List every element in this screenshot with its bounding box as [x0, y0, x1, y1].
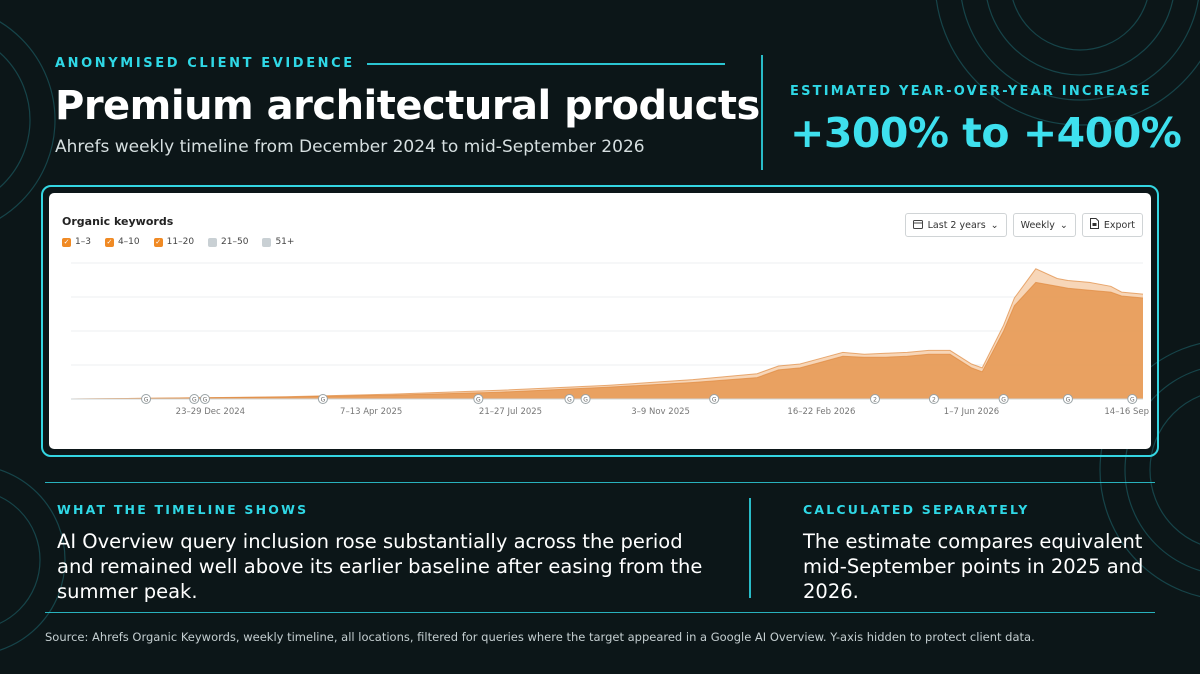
page-title: Premium architectural products [55, 83, 760, 129]
annotation-marker-label: G [583, 397, 588, 404]
legend-label: 21–50 [221, 237, 249, 247]
header-block: ANONYMISED CLIENT EVIDENCE Premium archi… [55, 56, 760, 157]
section-divider-top [45, 482, 1155, 483]
timeline-block: WHAT THE TIMELINE SHOWS AI Overview quer… [57, 502, 717, 604]
annotation-marker-label: G [144, 397, 149, 404]
series-line [70, 268, 1144, 400]
annotation-marker-label: G [712, 397, 717, 404]
header-divider [761, 55, 763, 170]
export-label: Export [1103, 219, 1135, 231]
x-tick-label: 16–22 Feb 2026 [787, 407, 855, 417]
checkbox-unchecked-icon [208, 237, 218, 247]
date-range-label: Last 2 years [927, 219, 986, 231]
legend-label: 1–3 [75, 237, 91, 247]
chart-card: G G G G G G G G 2 2 G G G 23–29 Dec 2024 7–13 Apr 2025… [49, 193, 1151, 449]
source-note: Source: Ahrefs Organic Keywords, weekly … [45, 630, 1035, 644]
annotation-marker [998, 394, 1009, 404]
annotation-marker [189, 394, 200, 404]
legend-item[interactable]: ✓ 11–20 [153, 237, 195, 247]
legend-item[interactable]: 51+ [262, 237, 294, 247]
chart-controls: Last 2 years ⌄ Weekly ⌄ Export [904, 213, 1143, 237]
annotation-marker [317, 394, 328, 404]
legend-label: 51+ [275, 237, 295, 247]
estimate-label: ESTIMATED YEAR-OVER-YEAR INCREASE [790, 84, 1152, 99]
bottom-divider [749, 498, 751, 598]
legend-label: 11–20 [166, 237, 195, 247]
x-tick-label: 1–7 Jun 2026 [944, 407, 999, 417]
timeline-text: AI Overview query inclusion rose substan… [57, 530, 703, 603]
annotation-marker [870, 394, 880, 404]
x-tick-label: 7–13 Apr 2025 [340, 407, 402, 417]
annotation-marker-label: G [476, 397, 481, 404]
annotation-marker-label: 2 [932, 397, 936, 404]
annotation-marker [1062, 394, 1073, 404]
chevron-down-icon: ⌄ [1059, 219, 1068, 231]
annotation-marker [200, 394, 210, 404]
legend-item[interactable]: ✓ 4–10 [104, 237, 140, 247]
series-line [70, 281, 1144, 400]
checkbox-checked-icon: ✓ [62, 237, 71, 247]
annotation-marker-label: G [1130, 397, 1135, 404]
annotation-marker [928, 394, 939, 404]
estimate-value: +300% to +400% [790, 109, 1182, 157]
legend-item[interactable]: ✓ 1–3 [62, 237, 91, 247]
date-range-dropdown[interactable]: Last 2 years ⌄ [904, 213, 1007, 237]
section-divider-bottom [45, 612, 1155, 613]
annotation-marker [141, 394, 152, 404]
annotation-marker [1127, 394, 1138, 404]
annotation-marker-label: G [1001, 397, 1006, 404]
chevron-down-icon: ⌄ [990, 219, 999, 231]
legend-label: 4–10 [117, 237, 140, 247]
checkbox-checked-icon: ✓ [153, 237, 163, 247]
series-area [71, 282, 1143, 399]
annotation-marker-label: G [203, 397, 208, 404]
checkbox-unchecked-icon [262, 237, 272, 247]
x-tick-label: 3–9 Nov 2025 [631, 407, 690, 417]
chart-legend: ✓ 1–3 ✓ 4–10 ✓ 11–20 21–50 51+ [62, 237, 294, 247]
chart-card-frame: G G G G G G G G 2 2 G G G 23–29 Dec 2024 7–13 Apr 2025… [41, 185, 1159, 457]
estimate-block: ESTIMATED YEAR-OVER-YEAR INCREASE +300% … [790, 84, 1182, 157]
interval-dropdown[interactable]: Weekly ⌄ [1012, 213, 1076, 237]
calculated-label: CALCULATED SEPARATELY [803, 502, 1030, 517]
annotation-marker-label: 2 [873, 397, 877, 404]
interval-label: Weekly [1020, 219, 1055, 231]
annotation-marker [564, 394, 575, 404]
file-icon [1089, 218, 1099, 232]
annotation-marker-label: G [567, 397, 572, 404]
timeline-label: WHAT THE TIMELINE SHOWS [57, 502, 309, 517]
annotation-marker-label: G [321, 397, 326, 404]
annotation-marker-label: G [192, 397, 197, 404]
calendar-icon [912, 219, 923, 232]
export-button[interactable]: Export [1081, 213, 1143, 237]
eyebrow: ANONYMISED CLIENT EVIDENCE [55, 56, 725, 71]
eyebrow-rule [366, 62, 725, 65]
x-tick-label: 23–29 Dec 2024 [176, 407, 245, 417]
annotation-marker-label: G [1066, 397, 1071, 404]
eyebrow-text: ANONYMISED CLIENT EVIDENCE [55, 56, 355, 71]
area-chart: G G G G G G G G 2 2 G G G23–29 Dec 2024 7–13 Apr 2025… [70, 262, 1149, 417]
annotation-marker [473, 394, 484, 404]
calculated-block: CALCULATED SEPARATELY The estimate compa… [803, 502, 1163, 604]
legend-item[interactable]: 21–50 [208, 237, 248, 247]
page-subtitle: Ahrefs weekly timeline from December 202… [55, 137, 645, 157]
x-tick-label: 21–27 Jul 2025 [479, 407, 542, 417]
checkbox-checked-icon: ✓ [104, 237, 114, 247]
chart-title: Organic keywords [62, 215, 174, 228]
annotation-marker [580, 394, 591, 404]
annotation-marker [709, 394, 720, 404]
calculated-text: The estimate compares equivalent mid-Sep… [803, 530, 1144, 603]
x-tick-label: 14–16 Sep [1104, 407, 1149, 417]
